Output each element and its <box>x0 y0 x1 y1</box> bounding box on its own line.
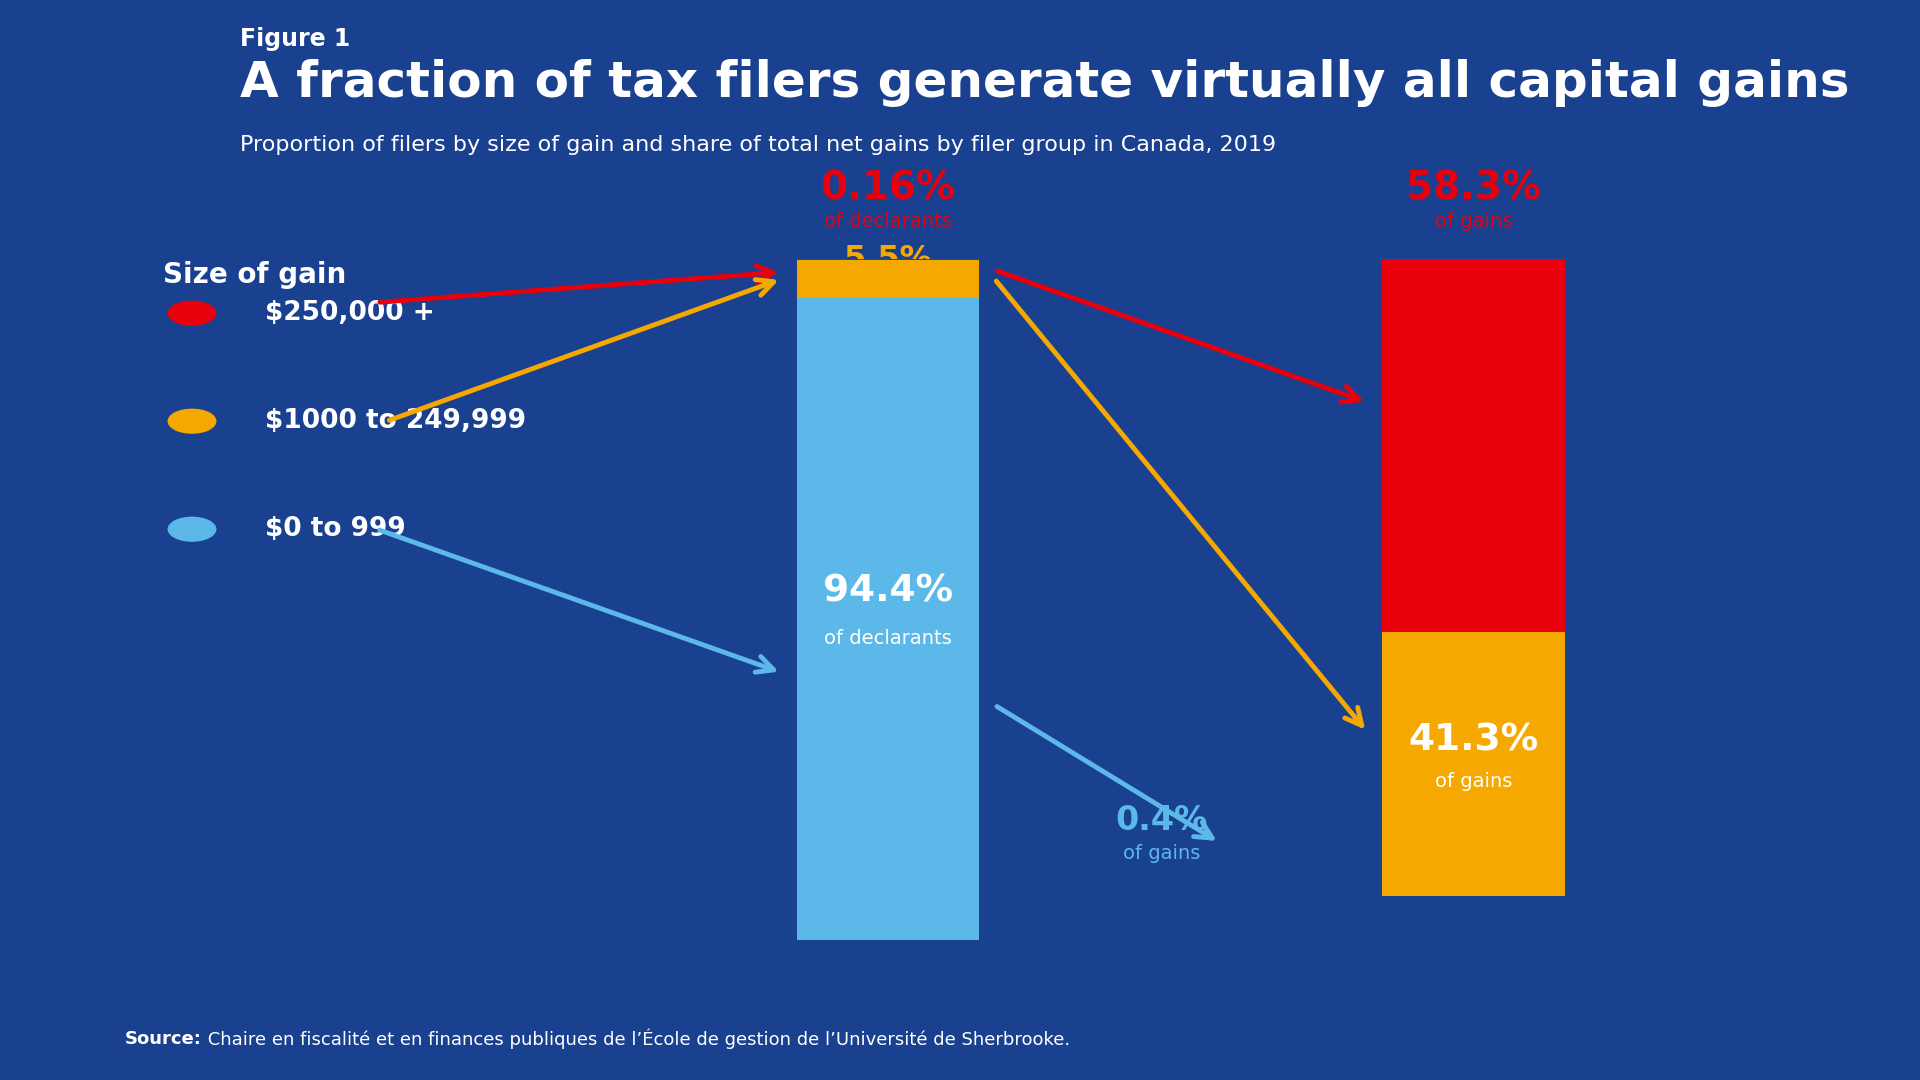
Text: of declarants: of declarants <box>829 284 947 302</box>
Bar <box>1382 259 1565 632</box>
Text: Chaire en fiscalité et en finances publiques de l’École de gestion de l’Universi: Chaire en fiscalité et en finances publi… <box>202 1029 1069 1049</box>
Text: Proportion of filers by size of gain and share of total net gains by filer group: Proportion of filers by size of gain and… <box>240 135 1277 156</box>
Text: 0.16%: 0.16% <box>820 170 956 208</box>
Ellipse shape <box>169 517 215 541</box>
Ellipse shape <box>169 301 215 325</box>
Text: $0 to 999: $0 to 999 <box>265 516 405 542</box>
Ellipse shape <box>169 409 215 433</box>
Bar <box>797 260 979 298</box>
Bar <box>797 298 979 940</box>
Text: $250,000 +: $250,000 + <box>265 300 434 326</box>
Text: of gains: of gains <box>1123 843 1200 863</box>
Text: 94.4%: 94.4% <box>824 573 952 609</box>
Text: 41.3%: 41.3% <box>1409 723 1538 758</box>
Text: Figure 1: Figure 1 <box>240 27 349 51</box>
Text: of gains: of gains <box>1434 212 1513 231</box>
Bar <box>797 259 979 260</box>
Text: $1000 to 249,999: $1000 to 249,999 <box>265 408 526 434</box>
Bar <box>1382 632 1565 896</box>
Text: 58.3%: 58.3% <box>1405 170 1542 208</box>
Text: of gains: of gains <box>1434 772 1513 791</box>
Text: 0.4%: 0.4% <box>1116 805 1208 837</box>
Text: Size of gain: Size of gain <box>163 261 346 289</box>
Text: of declarants: of declarants <box>824 629 952 648</box>
Text: 5.5%: 5.5% <box>843 244 933 275</box>
Text: Source:: Source: <box>125 1030 202 1048</box>
Text: A fraction of tax filers generate virtually all capital gains: A fraction of tax filers generate virtua… <box>240 59 1849 107</box>
Text: of declarants: of declarants <box>824 212 952 231</box>
